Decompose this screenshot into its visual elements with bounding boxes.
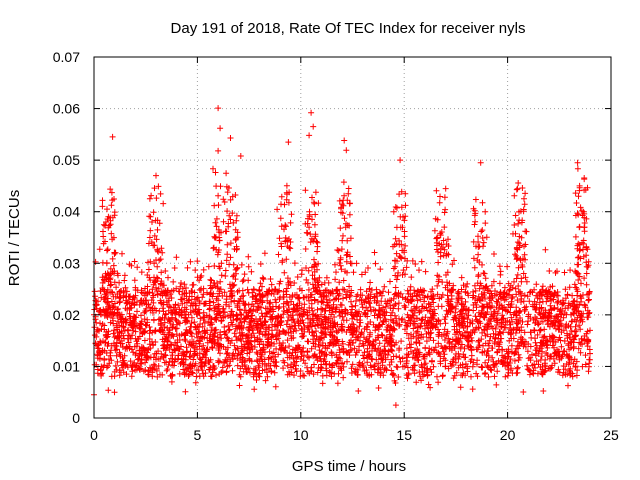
x-tick-label: 10 [293,427,309,443]
axis-ticks: 0 5 10 15 20 25 0 0.01 0.02 0.03 0.04 0.05 0.06 0.07 [53,49,619,443]
y-tick-label: 0.05 [53,152,80,168]
y-tick-label: 0.01 [53,358,80,374]
y-tick-label: 0 [72,410,80,426]
y-axis-title: ROTI / TECUs [6,190,23,286]
y-tick-label: 0.04 [53,204,80,220]
x-tick-label: 20 [500,427,516,443]
chart-title: Day 191 of 2018, Rate Of TEC Index for r… [171,20,526,37]
y-tick-label: 0.03 [53,255,80,271]
data-points [91,105,593,409]
x-tick-label: 0 [90,427,98,443]
y-tick-label: 0.07 [53,49,80,65]
y-tick-label: 0.02 [53,307,80,323]
x-axis-title: GPS time / hours [292,458,406,475]
roti-series-markers [91,105,593,409]
plot-frame [93,56,612,419]
y-tick-label: 0.06 [53,101,80,117]
x-tick-label: 5 [194,427,202,443]
x-tick-label: 15 [396,427,412,443]
x-tick-label: 25 [603,427,619,443]
